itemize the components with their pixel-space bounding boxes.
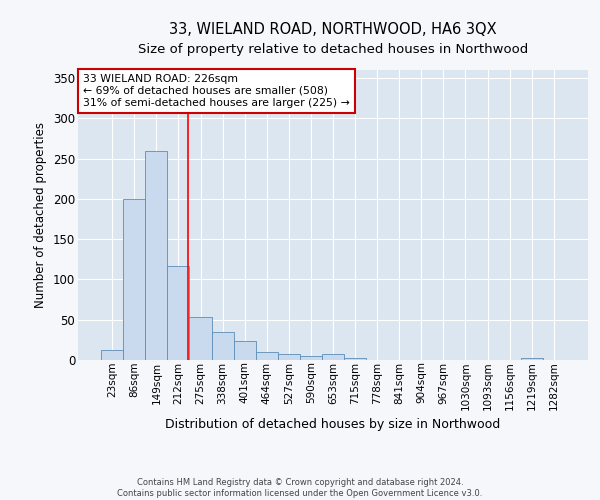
Y-axis label: Number of detached properties: Number of detached properties	[34, 122, 47, 308]
Bar	[344, 358, 366, 360]
Bar	[145, 150, 167, 360]
Text: 33 WIELAND ROAD: 226sqm
← 69% of detached houses are smaller (508)
31% of semi-d: 33 WIELAND ROAD: 226sqm ← 69% of detache…	[83, 74, 350, 108]
Bar	[123, 199, 145, 360]
X-axis label: Distribution of detached houses by size in Northwood: Distribution of detached houses by size …	[166, 418, 500, 432]
Text: Size of property relative to detached houses in Northwood: Size of property relative to detached ho…	[138, 42, 528, 56]
Text: Contains HM Land Registry data © Crown copyright and database right 2024.
Contai: Contains HM Land Registry data © Crown c…	[118, 478, 482, 498]
Bar	[322, 354, 344, 360]
Text: 33, WIELAND ROAD, NORTHWOOD, HA6 3QX: 33, WIELAND ROAD, NORTHWOOD, HA6 3QX	[169, 22, 497, 38]
Bar	[300, 356, 322, 360]
Bar	[212, 332, 233, 360]
Bar	[256, 352, 278, 360]
Bar	[278, 354, 300, 360]
Bar	[190, 318, 212, 360]
Bar	[101, 350, 123, 360]
Bar	[167, 266, 190, 360]
Bar	[521, 358, 543, 360]
Bar	[233, 340, 256, 360]
